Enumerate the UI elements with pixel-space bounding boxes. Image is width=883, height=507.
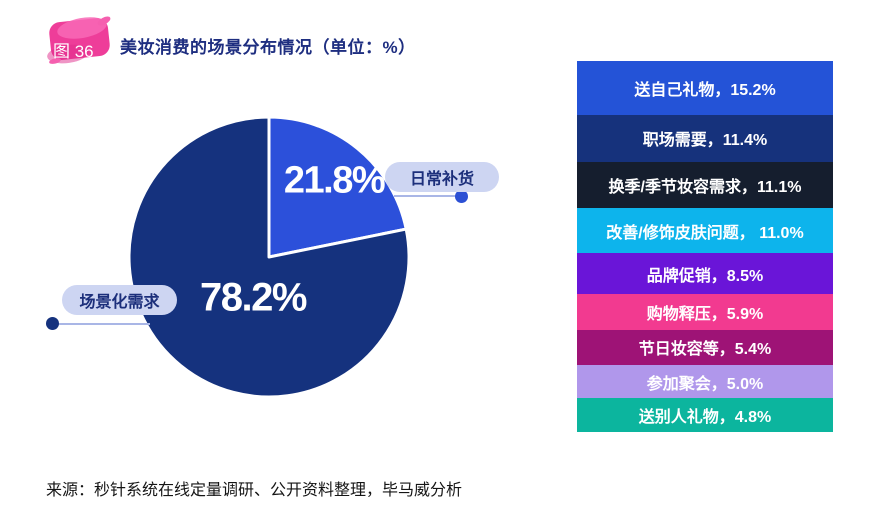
bar-segment-label: 职场需要，11.4% bbox=[642, 132, 768, 150]
bar-segment-label: 购物释压，5.9% bbox=[646, 306, 764, 324]
bar-segment-label: 节日妆容等，5.4% bbox=[638, 341, 772, 359]
figure-badge: 图 36 bbox=[47, 11, 113, 67]
bar-segment-送别人礼物: 送别人礼物，4.8% bbox=[577, 398, 833, 432]
pie-value-daily: 21.8% bbox=[283, 159, 386, 202]
pie-slice-场景化需求 bbox=[127, 115, 411, 399]
bar-segment-label: 改善/修饰皮肤问题， 11.0% bbox=[606, 224, 804, 242]
pie-slice-日常补货 bbox=[267, 115, 408, 259]
callout-line-scenario bbox=[53, 323, 150, 325]
pie-chart-svg bbox=[127, 115, 411, 399]
page-title: 美妆消费的场景分布情况（单位：%） bbox=[120, 38, 416, 57]
bar-segment-参加聚会: 参加聚会，5.0% bbox=[577, 364, 833, 399]
bar-segment-label: 品牌促销，8.5% bbox=[646, 267, 764, 285]
breakdown-bars: 送自己礼物，15.2% 职场需要，11.4% 换季/季节妆容需求，11.1% 改善/修… bbox=[577, 61, 833, 432]
paint-smear-icon: 图 36 bbox=[47, 16, 111, 64]
bar-segment-label: 换季/季节妆容需求，11.1% bbox=[608, 178, 802, 196]
callout-pill-scenario: 场景化需求 bbox=[62, 285, 177, 315]
source-note: 来源：秒针系统在线定量调研、公开资料整理，毕马威分析 bbox=[46, 482, 463, 499]
callout-pill-daily: 日常补货 bbox=[385, 162, 499, 192]
callout-dot-scenario bbox=[46, 317, 59, 330]
pie-chart bbox=[119, 107, 419, 407]
bar-segment-职场需要: 职场需要，11.4% bbox=[577, 115, 833, 162]
bar-segment-节日妆容等: 节日妆容等，5.4% bbox=[577, 329, 833, 365]
bar-segment-改善/修饰皮肤问题: 改善/修饰皮肤问题， 11.0% bbox=[577, 207, 833, 254]
callout-line-daily bbox=[394, 195, 456, 197]
bar-segment-label: 送别人礼物，4.8% bbox=[638, 409, 772, 427]
bar-segment-送自己礼物: 送自己礼物，15.2% bbox=[577, 61, 833, 116]
bar-segment-换季/季节妆容需求: 换季/季节妆容需求，11.1% bbox=[577, 161, 833, 208]
bar-segment-label: 送自己礼物，15.2% bbox=[634, 82, 776, 100]
bar-segment-label: 参加聚会，5.0% bbox=[646, 375, 764, 393]
pie-value-scenario: 78.2% bbox=[200, 275, 307, 320]
figure-badge-label: 图 36 bbox=[53, 42, 94, 61]
bar-segment-品牌促销: 品牌促销，8.5% bbox=[577, 253, 833, 295]
bar-segment-购物释压: 购物释压，5.9% bbox=[577, 294, 833, 330]
callout-dot-daily bbox=[455, 190, 468, 203]
